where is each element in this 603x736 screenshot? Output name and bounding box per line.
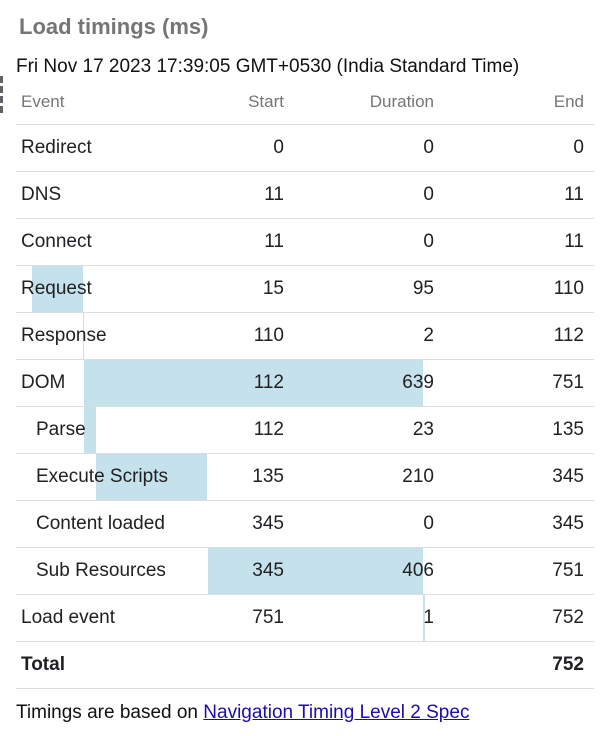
start-value: 345 [252,513,284,534]
timings-table: Event Start Duration End Redirect 0 0 0 DNS 1… [16,80,594,689]
start-value: 345 [252,560,284,581]
table-row: Response 110 2 112 [16,313,594,360]
timing-bar [83,360,424,406]
panel-title: Load timings (ms) [19,14,209,39]
table-row: Execute Scripts 135 210 345 [16,454,594,501]
duration-value: 0 [423,137,434,158]
duration-value: 210 [402,466,434,487]
footer-note: Timings are based on Navigation Timing L… [16,702,469,724]
timing-bar [207,548,424,594]
start-value: 15 [262,278,284,299]
table-row: DOM 112 639 751 [16,360,594,407]
start-value: 135 [252,466,284,487]
end-value: 0 [573,137,584,158]
table-row: Load event 751 1 752 [16,595,594,642]
duration-value: 0 [423,231,434,252]
timing-bar [82,313,84,359]
timing-bar [83,407,96,453]
table-row: Redirect 0 0 0 [16,125,594,172]
timing-bar [423,595,425,641]
drag-handle-icon[interactable] [0,76,3,113]
table-row: Connect 11 0 11 [16,219,594,266]
event-name: Parse [36,419,86,440]
table-body: Redirect 0 0 0 DNS 11 0 11 Connect 11 0 11 Request 15… [16,125,594,642]
table-row: Sub Resources 345 406 751 [16,548,594,595]
total-row: Total 752 [16,642,594,689]
table-row: Parse 112 23 135 [16,407,594,454]
duration-value: 639 [402,372,434,393]
duration-value: 2 [423,325,434,346]
timing-bar [31,266,83,312]
duration-value: 406 [402,560,434,581]
event-name: Sub Resources [36,560,166,581]
end-value: 11 [564,184,584,205]
start-value: 11 [264,231,284,252]
header-event: Event [21,92,65,111]
end-value: 751 [552,372,584,393]
event-name: Content loaded [36,513,165,534]
start-value: 0 [273,137,284,158]
end-value: 751 [552,560,584,581]
end-value: 345 [552,513,584,534]
event-name: DOM [21,372,66,393]
duration-value: 0 [423,513,434,534]
table-row: DNS 11 0 11 [16,172,594,219]
event-name: Load event [21,607,116,628]
start-value: 112 [253,419,284,440]
event-name: Redirect [21,137,92,158]
end-value: 110 [553,278,584,299]
event-name: Request [21,278,92,299]
footer-text: Timings are based on [16,702,204,723]
start-value: 751 [252,607,284,628]
timing-bar [95,454,208,500]
end-value: 752 [552,607,584,628]
start-value: 112 [253,372,284,393]
duration-value: 95 [412,278,434,299]
total-label: Total [21,654,65,675]
start-value: 11 [264,184,284,205]
end-value: 112 [553,325,584,346]
table-row: Request 15 95 110 [16,266,594,313]
header-start: Start [248,92,284,111]
duration-value: 1 [423,607,434,628]
event-name: Execute Scripts [36,466,168,487]
start-value: 110 [253,325,284,346]
header-duration: Duration [369,92,434,111]
event-name: Connect [21,231,92,252]
duration-value: 0 [423,184,434,205]
end-value: 11 [564,231,584,252]
end-value: 135 [552,419,584,440]
duration-value: 23 [412,419,434,440]
timestamp: Fri Nov 17 2023 17:39:05 GMT+0530 (India… [16,56,520,77]
spec-link[interactable]: Navigation Timing Level 2 Spec [203,702,470,723]
event-name: Response [21,325,107,346]
header-end: End [553,92,584,111]
event-name: DNS [21,184,62,205]
end-value: 345 [552,466,584,487]
table-row: Content loaded 345 0 345 [16,501,594,548]
table-header-row: Event Start Duration End [16,80,594,125]
total-end: 752 [552,654,584,675]
